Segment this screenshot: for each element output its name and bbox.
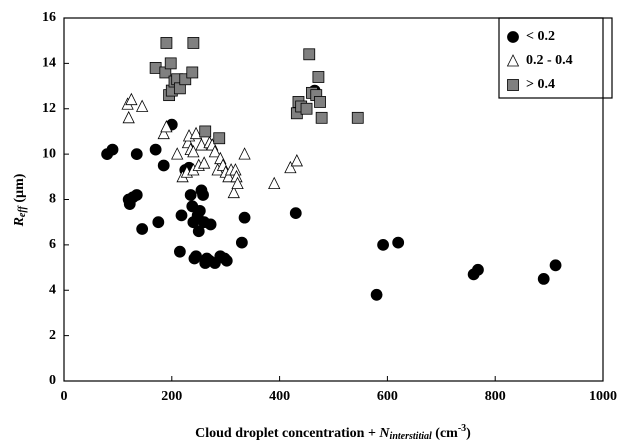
data-point xyxy=(197,156,211,169)
data-point xyxy=(289,207,302,220)
y-label-part: (µm) xyxy=(12,173,27,206)
x-tick-label: 0 xyxy=(61,389,68,404)
data-point xyxy=(227,185,240,199)
data-point xyxy=(472,263,484,276)
x-label-part: Cloud droplet concentration + xyxy=(195,426,379,441)
y-tick-label: 12 xyxy=(42,101,56,116)
y-label-part: eff xyxy=(17,204,28,217)
y-tick-label: 0 xyxy=(49,373,56,388)
data-point xyxy=(197,189,209,201)
data-point xyxy=(125,92,138,106)
y-axis-label: Reff (µm) xyxy=(12,173,28,227)
y-tick-label: 10 xyxy=(42,146,56,161)
data-point xyxy=(290,154,303,167)
data-point xyxy=(157,159,170,172)
data-point xyxy=(157,126,170,140)
data-point xyxy=(186,66,199,79)
data-point xyxy=(199,125,212,138)
data-point xyxy=(149,143,162,156)
x-axis-label: Cloud droplet concentration + Ninterstit… xyxy=(195,423,471,442)
data-point xyxy=(190,250,202,263)
data-point xyxy=(204,218,217,231)
data-point xyxy=(537,273,550,285)
data-point xyxy=(392,236,405,249)
data-point xyxy=(184,189,197,201)
legend-marker xyxy=(507,31,519,43)
data-point xyxy=(152,216,165,229)
legend-label: > 0.4 xyxy=(526,77,555,92)
data-point xyxy=(370,288,383,301)
data-point xyxy=(136,223,149,235)
data-point xyxy=(351,111,364,124)
data-point xyxy=(268,176,281,190)
data-point xyxy=(222,169,235,183)
data-point xyxy=(377,238,389,251)
data-point xyxy=(106,143,119,156)
data-point xyxy=(187,144,200,158)
data-point xyxy=(160,37,173,49)
x-label-part: ) xyxy=(466,426,471,441)
data-point xyxy=(300,102,313,115)
data-point xyxy=(208,144,222,158)
x-tick-label: 400 xyxy=(269,389,290,404)
data-point xyxy=(130,148,143,161)
legend-marker xyxy=(506,54,520,67)
data-point xyxy=(312,71,325,83)
data-point xyxy=(213,132,226,145)
x-label-part: (cm xyxy=(432,426,458,441)
data-point xyxy=(189,126,203,140)
x-tick-label: 200 xyxy=(161,389,182,404)
legend-marker xyxy=(507,79,519,91)
data-point xyxy=(238,147,251,160)
data-point xyxy=(164,57,177,70)
y-tick-label: 14 xyxy=(42,56,56,71)
data-point xyxy=(136,99,149,112)
data-point xyxy=(160,120,173,133)
data-point xyxy=(315,111,328,124)
data-point xyxy=(192,225,205,238)
data-point xyxy=(235,236,248,249)
data-point xyxy=(193,204,206,217)
data-point xyxy=(549,259,562,272)
legend-label: < 0.2 xyxy=(526,29,555,44)
data-point xyxy=(220,254,233,267)
x-label-part: N xyxy=(378,426,390,441)
data-point xyxy=(238,211,251,224)
x-label-part: -3 xyxy=(458,423,466,434)
data-point xyxy=(179,73,192,86)
data-point xyxy=(171,147,184,160)
legend-label: 0.2 - 0.4 xyxy=(526,53,573,68)
data-point xyxy=(187,37,200,49)
data-point xyxy=(303,48,316,61)
data-point xyxy=(314,96,326,108)
data-point xyxy=(231,176,244,190)
y-tick-label: 2 xyxy=(49,328,56,343)
y-label-part: R xyxy=(12,217,27,227)
data-point xyxy=(173,245,186,258)
y-tick-label: 6 xyxy=(49,237,56,252)
legend-box xyxy=(498,17,613,99)
y-tick-label: 8 xyxy=(49,192,56,207)
x-tick-label: 600 xyxy=(377,389,398,404)
y-tick-label: 4 xyxy=(49,282,56,297)
data-point xyxy=(284,160,297,174)
x-tick-label: 1000 xyxy=(589,389,617,404)
data-point xyxy=(175,209,188,222)
x-tick-label: 800 xyxy=(485,389,506,404)
data-point xyxy=(122,110,135,124)
plot-frame xyxy=(63,17,604,382)
x-label-part: interstitial xyxy=(390,431,432,442)
y-tick-label: 16 xyxy=(42,10,56,25)
data-point xyxy=(130,189,143,201)
